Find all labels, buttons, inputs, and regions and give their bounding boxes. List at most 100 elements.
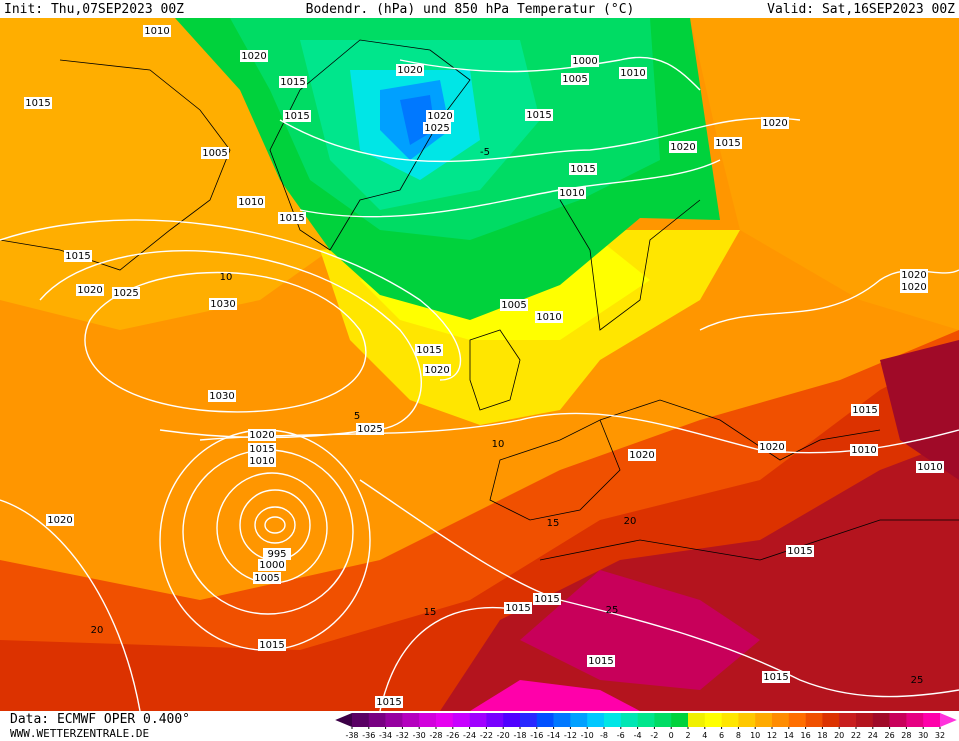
colorbar-swatch — [688, 713, 706, 727]
isobar-value: 1015 — [588, 656, 613, 667]
map-title: Bodendr. (hPa) und 850 hPa Temperatur (°… — [306, 2, 635, 17]
isobar-value: 1020 — [77, 285, 102, 296]
label-box — [375, 696, 403, 708]
isobar-value: 1020 — [629, 450, 654, 461]
colorbar-label: 26 — [885, 731, 895, 740]
isobar-label: 1020 — [248, 429, 276, 441]
temperature-value: 20 — [91, 625, 104, 636]
isobar-value: 1015 — [715, 138, 740, 149]
colorbar: -38 -36 -34 -32 -30 -28 -26 -24 -22 -20 -18 -16 -14-… — [335, 713, 957, 740]
label-box — [851, 404, 879, 416]
label-box — [278, 212, 306, 224]
isobar-label: 1020 — [426, 110, 454, 122]
colorbar-label: -34 — [379, 731, 392, 740]
colorbar-swatch — [839, 713, 857, 727]
colorbar-swatch — [469, 713, 487, 727]
isobar-value: 1010 — [917, 462, 942, 473]
isobar-value: 1015 — [25, 98, 50, 109]
label-box — [76, 284, 104, 296]
label-box — [569, 163, 597, 175]
isobar-label: 1020 — [396, 64, 424, 76]
colorbar-swatch — [553, 713, 571, 727]
isobar-label: 1020 — [423, 364, 451, 376]
isobar-label: 1020 — [761, 117, 789, 129]
isobar-label: 1010 — [619, 67, 647, 79]
isobar-label: 1020 — [76, 284, 104, 296]
isobar-label: 1010 — [248, 455, 276, 467]
isobar-label: 1015 — [504, 602, 532, 614]
isobar-value: 1025 — [424, 123, 449, 134]
isobar-value: 1000 — [259, 560, 284, 571]
label-box — [500, 299, 528, 311]
isobar-value: 1010 — [144, 26, 169, 37]
isobar-label: 1000 — [258, 559, 286, 571]
isobar-value: 1020 — [670, 142, 695, 153]
temperature-value: 25 — [911, 675, 924, 686]
colorbar-swatch — [772, 713, 790, 727]
isobar-value: 1020 — [397, 65, 422, 76]
label-box — [525, 109, 553, 121]
isobar-value: 1015 — [570, 164, 595, 175]
colorbar-label: -20 — [497, 731, 510, 740]
label-box — [571, 55, 599, 67]
isobar-value: 1015 — [852, 405, 877, 416]
isobar-label: 1010 — [916, 461, 944, 473]
isobar-value: 1005 — [562, 74, 587, 85]
isobar-value: 1030 — [210, 299, 235, 310]
colorbar-label: -16 — [530, 731, 543, 740]
isobar-value: 1020 — [241, 51, 266, 62]
isobar-label: 1025 — [112, 287, 140, 299]
isobar-label: 1010 — [558, 187, 586, 199]
label-box — [396, 64, 424, 76]
label-box — [263, 548, 291, 560]
label-box — [423, 364, 451, 376]
temperature-value: 10 — [220, 272, 233, 283]
colorbar-label: 14 — [784, 731, 794, 740]
isobar-label: 1015 — [375, 696, 403, 708]
isobar-value: 1015 — [505, 603, 530, 614]
isobar-value: 1015 — [65, 251, 90, 262]
isobar-label: 1020 — [900, 281, 928, 293]
colorbar-label: 12 — [767, 731, 777, 740]
isobar-label: 1015 — [248, 443, 276, 455]
isobar-label: 1015 — [24, 97, 52, 109]
isobar-value: 1000 — [572, 56, 597, 67]
label-box — [201, 147, 229, 159]
isobar-value: 995 — [267, 549, 286, 560]
isobar-label: 1015 — [762, 671, 790, 683]
label-box — [669, 141, 697, 153]
colorbar-label: 32 — [935, 731, 945, 740]
isobar-label: 1000 — [571, 55, 599, 67]
label-box — [619, 67, 647, 79]
valid-time: Valid: Sat,16SEP2023 00Z — [767, 2, 955, 17]
label-box — [762, 671, 790, 683]
colorbar-label: -38 — [345, 731, 358, 740]
colorbar-swatch — [520, 713, 538, 727]
colorbar-label: 8 — [736, 731, 741, 740]
isobar-label: 1020 — [758, 441, 786, 453]
isobar-value: 1020 — [427, 111, 452, 122]
colorbar-label: -32 — [396, 731, 409, 740]
colorbar-swatch — [872, 713, 890, 727]
colorbar-swatch — [856, 713, 874, 727]
isobar-label: 1005 — [500, 299, 528, 311]
isobar-value: 1015 — [763, 672, 788, 683]
isobar-value: 1005 — [202, 148, 227, 159]
isobar-label: 1015 — [415, 344, 443, 356]
isobar-label: 1005 — [253, 572, 281, 584]
colorbar-swatch — [536, 713, 554, 727]
temperature-field — [0, 18, 959, 711]
isobar-value: 1015 — [376, 697, 401, 708]
label-box — [46, 514, 74, 526]
isobar-label: 1010 — [143, 25, 171, 37]
isobar-value: 1005 — [501, 300, 526, 311]
label-box — [561, 73, 589, 85]
label-box — [253, 572, 281, 584]
colorbar-label: -2 — [650, 731, 658, 740]
colorbar-label: 18 — [817, 731, 827, 740]
label-box — [714, 137, 742, 149]
colorbar-label: 30 — [918, 731, 928, 740]
isobar-label: 1030 — [208, 390, 236, 402]
isobar-value: 1010 — [559, 188, 584, 199]
temperature-value: 25 — [606, 605, 619, 616]
